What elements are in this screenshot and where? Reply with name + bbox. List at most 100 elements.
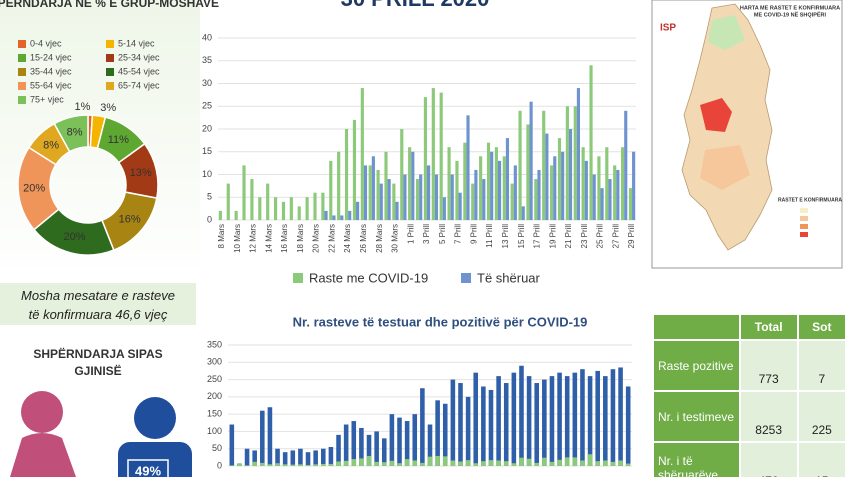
bar bbox=[481, 386, 486, 466]
female-icon-body bbox=[10, 433, 76, 477]
bar bbox=[592, 174, 596, 220]
bar bbox=[455, 160, 459, 220]
bar bbox=[605, 147, 609, 220]
bar bbox=[374, 431, 379, 466]
legend-swatch bbox=[18, 82, 26, 90]
bar bbox=[513, 165, 517, 220]
x-tick-label: 24 Mars bbox=[343, 224, 352, 253]
bar bbox=[561, 151, 565, 220]
bar bbox=[381, 438, 387, 466]
bar bbox=[564, 457, 570, 466]
donut-label: 3% bbox=[100, 102, 116, 114]
bar bbox=[320, 448, 326, 466]
column-header: Total bbox=[738, 313, 799, 341]
bar bbox=[419, 174, 423, 220]
bar bbox=[305, 197, 309, 220]
bar bbox=[252, 450, 257, 466]
x-tick-label: 9 Prill bbox=[469, 224, 478, 244]
y-tick-label: 30 bbox=[202, 78, 212, 88]
bar bbox=[389, 460, 395, 466]
bar bbox=[359, 427, 364, 466]
bar bbox=[289, 197, 293, 220]
bar bbox=[389, 414, 395, 466]
bar bbox=[411, 151, 415, 220]
donut-label: 20% bbox=[64, 231, 86, 243]
bar bbox=[260, 410, 265, 466]
bar bbox=[526, 376, 532, 466]
map-title: ME COVID-19 NË SHQIPËRI bbox=[754, 11, 827, 18]
bar bbox=[447, 147, 451, 220]
bar bbox=[305, 464, 311, 466]
bar bbox=[324, 210, 328, 220]
bar bbox=[427, 165, 431, 220]
y-tick-label: 0 bbox=[207, 214, 212, 224]
legend-swatch bbox=[18, 68, 26, 76]
bar bbox=[580, 369, 585, 466]
bar bbox=[534, 179, 538, 220]
bar bbox=[458, 461, 463, 466]
bar bbox=[420, 388, 425, 466]
bar bbox=[267, 464, 273, 466]
bar bbox=[392, 183, 396, 220]
bar bbox=[258, 197, 262, 220]
bar bbox=[366, 455, 372, 466]
bar bbox=[336, 461, 341, 466]
map-legend-title: RASTET E KONFIRMUARA bbox=[778, 197, 842, 203]
legend-label: 75+ vjec bbox=[30, 94, 64, 104]
bar bbox=[226, 183, 230, 220]
map-legend-swatch bbox=[800, 224, 808, 229]
donut-label: 13% bbox=[130, 167, 152, 179]
x-tick-label: 3 Prill bbox=[422, 224, 431, 244]
male-icon-head bbox=[134, 397, 176, 439]
x-tick-label: 12 Mars bbox=[249, 224, 258, 253]
bar bbox=[218, 210, 222, 220]
bar bbox=[356, 201, 360, 220]
y-tick-label: 15 bbox=[202, 146, 212, 156]
bar bbox=[298, 448, 303, 466]
bar bbox=[518, 110, 522, 220]
bar bbox=[557, 372, 562, 466]
bar bbox=[573, 106, 577, 220]
bar bbox=[431, 88, 435, 220]
x-tick-label: 20 Mars bbox=[312, 224, 321, 253]
bar bbox=[408, 147, 412, 220]
x-tick-label: 10 Mars bbox=[233, 224, 242, 253]
bar bbox=[379, 183, 383, 220]
bar bbox=[465, 396, 471, 466]
bar bbox=[587, 376, 593, 466]
bar bbox=[400, 129, 404, 220]
map-legend-swatch bbox=[800, 216, 808, 221]
bar bbox=[366, 434, 372, 466]
bar bbox=[439, 92, 443, 220]
bar bbox=[343, 460, 349, 466]
female-icon-head bbox=[21, 391, 63, 433]
bar bbox=[496, 376, 501, 466]
bar bbox=[557, 138, 562, 220]
bar bbox=[564, 376, 570, 466]
legend-swatch bbox=[106, 68, 114, 76]
y-tick-label: 5 bbox=[207, 192, 212, 202]
legend-swatch bbox=[293, 273, 303, 283]
legend-label: 5-14 vjec bbox=[118, 38, 155, 48]
legend-label: 55-64 vjec bbox=[30, 80, 72, 90]
bar bbox=[450, 174, 454, 220]
bar bbox=[275, 463, 280, 466]
table-row: Nr. i testimeve 8253 225 bbox=[652, 390, 847, 443]
bar bbox=[505, 138, 510, 220]
bar bbox=[496, 460, 501, 466]
bar bbox=[329, 160, 333, 220]
bar bbox=[351, 459, 357, 466]
y-tick-label: 250 bbox=[207, 374, 222, 384]
bar bbox=[511, 463, 517, 466]
bar bbox=[423, 97, 427, 220]
column-header: Sot bbox=[796, 313, 847, 341]
x-tick-label: 27 Prill bbox=[611, 224, 620, 249]
bar bbox=[450, 379, 456, 466]
bar bbox=[442, 456, 448, 466]
bar bbox=[273, 197, 278, 220]
bar bbox=[624, 110, 628, 220]
x-tick-label: 19 Prill bbox=[548, 224, 557, 249]
x-tick-label: 17 Prill bbox=[533, 224, 542, 249]
bar bbox=[395, 201, 399, 220]
